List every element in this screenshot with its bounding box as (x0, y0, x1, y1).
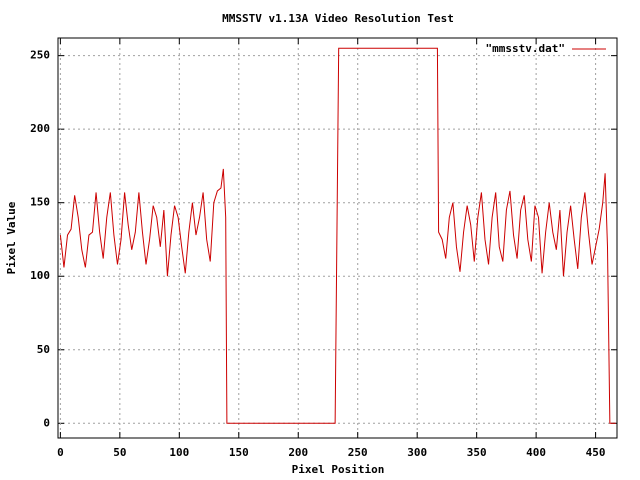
y-tick-label: 0 (43, 416, 50, 429)
y-tick-label: 100 (30, 269, 50, 282)
x-tick-label: 0 (57, 446, 64, 459)
data-line (59, 47, 616, 424)
y-tick-label: 150 (30, 196, 50, 209)
plot-frame (57, 37, 618, 439)
grid-layer (58, 38, 617, 438)
x-tick-label: 250 (348, 446, 368, 459)
chart-title: MMSSTV v1.13A Video Resolution Test (222, 12, 454, 25)
x-tick-label: 50 (113, 446, 126, 459)
y-axis-label: Pixel Value (5, 201, 18, 274)
x-tick-label: 200 (288, 446, 308, 459)
y-tick-label: 250 (30, 49, 50, 62)
x-axis-label: Pixel Position (292, 463, 385, 476)
x-tick-label: 350 (467, 446, 487, 459)
x-tick-label: 100 (169, 446, 189, 459)
x-tick-label: 150 (229, 446, 249, 459)
x-tick-label: 400 (526, 446, 546, 459)
y-tick-label: 200 (30, 122, 50, 135)
x-tick-label: 300 (407, 446, 427, 459)
y-tick-label: 50 (37, 343, 50, 356)
marks-layer (59, 47, 616, 424)
x-tick-label: 450 (586, 446, 606, 459)
legend-label: "mmsstv.dat" (486, 42, 565, 55)
